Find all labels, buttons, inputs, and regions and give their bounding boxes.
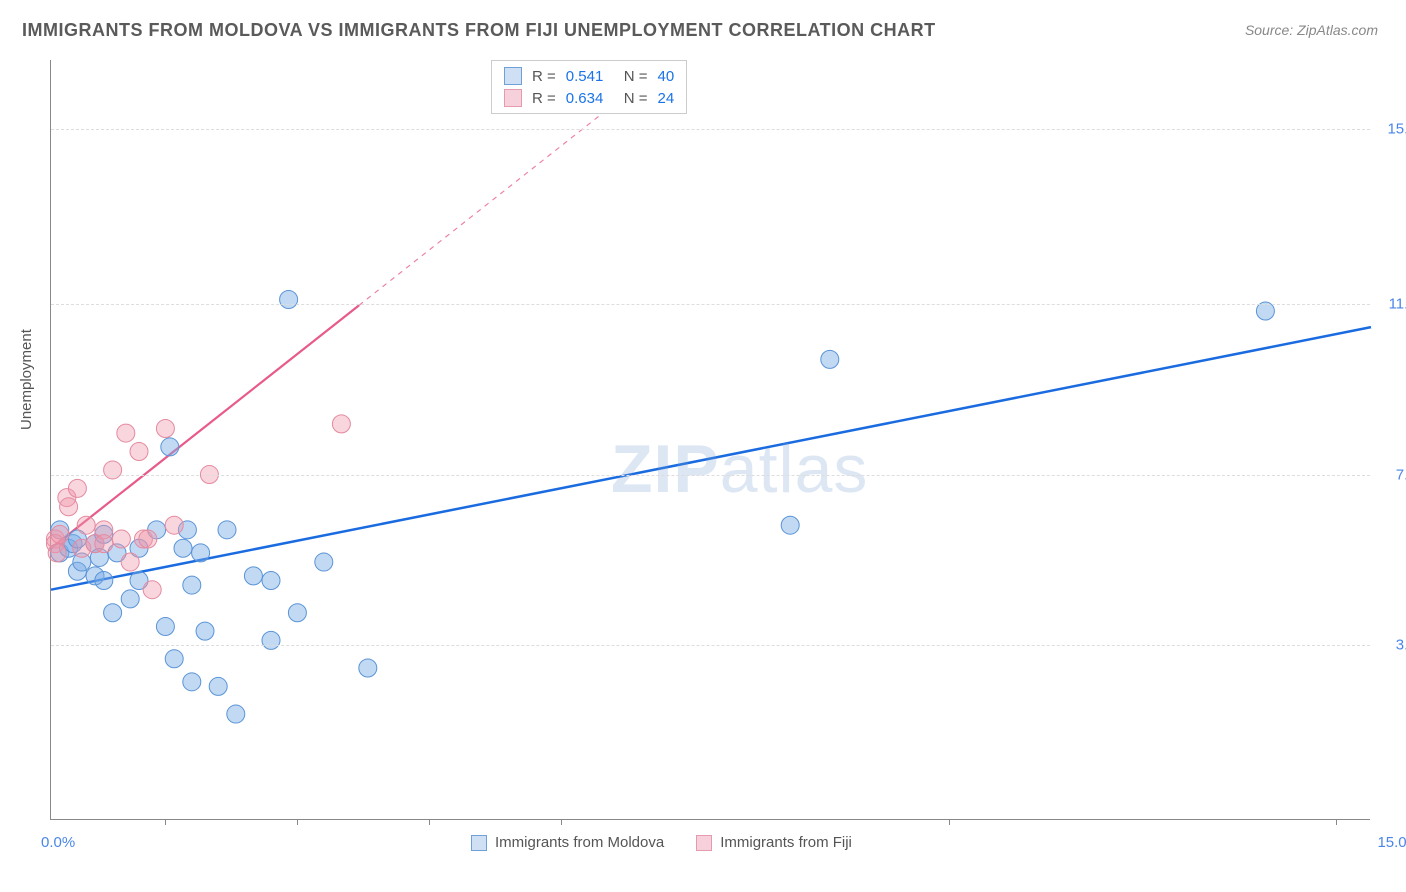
x-axis-min-label: 0.0%: [41, 834, 75, 851]
x-tick: [1336, 819, 1337, 825]
x-tick: [165, 819, 166, 825]
legend-correlation-row: R = 0.541 N = 40: [504, 65, 674, 87]
x-tick: [297, 819, 298, 825]
y-tick-label: 7.5%: [1396, 466, 1406, 483]
legend-swatch: [504, 89, 522, 107]
x-axis-max-label: 15.0%: [1377, 834, 1406, 851]
r-value: 0.541: [566, 68, 614, 85]
x-tick: [949, 819, 950, 825]
legend-swatch: [504, 67, 522, 85]
legend-series-item: Immigrants from Fiji: [696, 834, 852, 851]
y-tick-label: 11.2%: [1389, 296, 1406, 313]
legend-series-label: Immigrants from Moldova: [495, 834, 664, 851]
y-tick-label: 3.8%: [1396, 636, 1406, 653]
n-value: 24: [658, 90, 675, 107]
gridline-h: [51, 645, 1370, 646]
legend-swatch: [471, 835, 487, 851]
legend-series: Immigrants from Moldova Immigrants from F…: [471, 834, 852, 851]
chart-title: IMMIGRANTS FROM MOLDOVA VS IMMIGRANTS FR…: [22, 20, 936, 41]
x-tick: [561, 819, 562, 825]
legend-series-item: Immigrants from Moldova: [471, 834, 664, 851]
legend-correlation-row: R = 0.634 N = 24: [504, 87, 674, 109]
r-label: R =: [532, 90, 556, 107]
r-label: R =: [532, 68, 556, 85]
gridline-h: [51, 475, 1370, 476]
chart-svg: [51, 60, 1370, 819]
gridline-h: [51, 304, 1370, 305]
n-label: N =: [624, 90, 648, 107]
legend-series-label: Immigrants from Fiji: [720, 834, 852, 851]
y-axis-label: Unemployment: [18, 329, 35, 430]
plot-area: ZIPatlas R =0.541N =40R =0.634N =24 0.0%…: [50, 60, 1370, 820]
x-tick: [429, 819, 430, 825]
source-attribution: Source: ZipAtlas.com: [1245, 22, 1378, 38]
gridline-h: [51, 129, 1370, 130]
legend-correlation: R = 0.541 N = 40 R = 0.634 N = 24: [491, 60, 687, 114]
r-value: 0.634: [566, 90, 614, 107]
legend-swatch: [696, 835, 712, 851]
n-label: N =: [624, 68, 648, 85]
n-value: 40: [658, 68, 675, 85]
y-tick-label: 15.0%: [1387, 121, 1406, 138]
